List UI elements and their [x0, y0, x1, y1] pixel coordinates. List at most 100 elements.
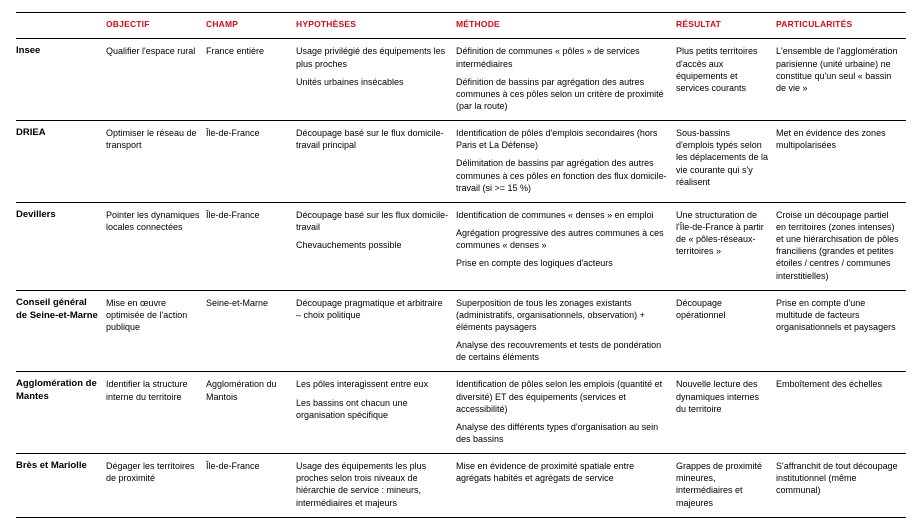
- cell-paragraph: Identification de pôles selon les emploi…: [456, 378, 670, 414]
- cell-paragraph: Dégager les territoires de proximité: [106, 460, 200, 484]
- row-name: Conseil général de Seine-et-Marne: [16, 290, 106, 372]
- cell-paragraph: Mise en évidence de proximité spatiale e…: [456, 460, 670, 484]
- cell-paragraph: Superposition de tous les zonages exista…: [456, 297, 670, 333]
- cell-particularites: Prise en compte d'une multitude de facte…: [776, 290, 906, 372]
- header-row: OBJECTIF CHAMP HYPOTHÈSES MÉTHODE RÉSULT…: [16, 13, 906, 39]
- cell-paragraph: Délimitation de bassins par agrégation d…: [456, 157, 670, 193]
- cell-hypotheses: Usage des équipements les plus proches s…: [296, 454, 456, 518]
- table-row: Agglomération de MantesIdentifier la str…: [16, 372, 906, 454]
- cell-paragraph: Île-de-France: [206, 127, 290, 139]
- cell-paragraph: Agrégation progressive des autres commun…: [456, 227, 670, 251]
- cell-particularites: Emboîtement des échelles: [776, 372, 906, 454]
- cell-methode: Identification de communes « denses » en…: [456, 202, 676, 290]
- cell-paragraph: Qualifier l'espace rural: [106, 45, 200, 57]
- cell-paragraph: Pointer les dynamiques locales connectée…: [106, 209, 200, 233]
- header-particularites: PARTICULARITÉS: [776, 13, 906, 39]
- row-name: Insee: [16, 39, 106, 121]
- cell-hypotheses: Usage privilégié des équipements les plu…: [296, 39, 456, 121]
- cell-champ: Île-de-France: [206, 121, 296, 203]
- cell-methode: Mise en évidence de proximité spatiale e…: [456, 454, 676, 518]
- cell-hypotheses: Découpage basé sur les flux domicile-tra…: [296, 202, 456, 290]
- cell-paragraph: L'ensemble de l'agglomération parisienne…: [776, 45, 900, 94]
- cell-objectif: Identifier la structure interne du terri…: [106, 372, 206, 454]
- row-name: DRIEA: [16, 121, 106, 203]
- cell-paragraph: Les pôles interagissent entre eux: [296, 378, 450, 390]
- cell-paragraph: Emboîtement des échelles: [776, 378, 900, 390]
- table-row: Brès et MariolleDégager les territoires …: [16, 454, 906, 518]
- cell-hypotheses: Les pôles interagissent entre eux Les bas…: [296, 372, 456, 454]
- cell-hypotheses: Découpage pragmatique et arbitraire – ch…: [296, 290, 456, 372]
- cell-paragraph: Croise un découpage partiel en territoir…: [776, 209, 900, 282]
- comparison-table: OBJECTIF CHAMP HYPOTHÈSES MÉTHODE RÉSULT…: [16, 12, 906, 518]
- cell-paragraph: Identification de pôles d'emplois second…: [456, 127, 670, 151]
- cell-methode: Définition de communes « pôles » de serv…: [456, 39, 676, 121]
- cell-paragraph: Une structuration de l'Île-de-France à p…: [676, 209, 770, 258]
- header-champ: CHAMP: [206, 13, 296, 39]
- cell-paragraph: Unités urbaines insécables: [296, 76, 450, 88]
- header-methode: MÉTHODE: [456, 13, 676, 39]
- header-resultat: RÉSULTAT: [676, 13, 776, 39]
- cell-champ: Île-de-France: [206, 454, 296, 518]
- row-name: Brès et Mariolle: [16, 454, 106, 518]
- cell-paragraph: Découpage basé sur le flux domicile-trav…: [296, 127, 450, 151]
- cell-paragraph: Sous-bassins d'emplois typés selon les d…: [676, 127, 770, 188]
- cell-paragraph: Seine-et-Marne: [206, 297, 290, 309]
- table-row: DevillersPointer les dynamiques locales …: [16, 202, 906, 290]
- cell-objectif: Mise en œuvre optimisée de l'action publ…: [106, 290, 206, 372]
- header-hypotheses: HYPOTHÈSES: [296, 13, 456, 39]
- cell-champ: Agglomération du Mantois: [206, 372, 296, 454]
- cell-paragraph: Usage privilégié des équipements les plu…: [296, 45, 450, 69]
- header-blank: [16, 13, 106, 39]
- header-objectif: OBJECTIF: [106, 13, 206, 39]
- cell-paragraph: Met en évidence des zones multipolarisée…: [776, 127, 900, 151]
- table-row: DRIEAOptimiser le réseau de transport Île…: [16, 121, 906, 203]
- cell-paragraph: Prise en compte d'une multitude de facte…: [776, 297, 900, 333]
- cell-paragraph: Optimiser le réseau de transport: [106, 127, 200, 151]
- cell-particularites: Croise un découpage partiel en territoir…: [776, 202, 906, 290]
- cell-paragraph: Île-de-France: [206, 209, 290, 221]
- cell-paragraph: Chevauchements possible: [296, 239, 450, 251]
- cell-paragraph: Mise en œuvre optimisée de l'action publ…: [106, 297, 200, 333]
- cell-hypotheses: Découpage basé sur le flux domicile-trav…: [296, 121, 456, 203]
- cell-objectif: Dégager les territoires de proximité: [106, 454, 206, 518]
- cell-paragraph: Île-de-France: [206, 460, 290, 472]
- cell-champ: Seine-et-Marne: [206, 290, 296, 372]
- cell-resultat: Grappes de proximité mineures, intermédi…: [676, 454, 776, 518]
- cell-paragraph: Découpage pragmatique et arbitraire – ch…: [296, 297, 450, 321]
- table-body: InseeQualifier l'espace rural France enti…: [16, 39, 906, 517]
- row-name: Agglomération de Mantes: [16, 372, 106, 454]
- cell-resultat: Sous-bassins d'emplois typés selon les d…: [676, 121, 776, 203]
- row-name: Devillers: [16, 202, 106, 290]
- cell-resultat: Plus petits territoires d'accès aux équi…: [676, 39, 776, 121]
- cell-methode: Superposition de tous les zonages exista…: [456, 290, 676, 372]
- cell-paragraph: Analyse des différents types d'organisat…: [456, 421, 670, 445]
- cell-champ: France entière: [206, 39, 296, 121]
- cell-paragraph: Prise en compte des logiques d'acteurs: [456, 257, 670, 269]
- cell-methode: Identification de pôles d'emplois second…: [456, 121, 676, 203]
- cell-methode: Identification de pôles selon les emploi…: [456, 372, 676, 454]
- cell-resultat: Nouvelle lecture des dynamiques internes…: [676, 372, 776, 454]
- cell-paragraph: Identifier la structure interne du terri…: [106, 378, 200, 402]
- cell-paragraph: France entière: [206, 45, 290, 57]
- cell-paragraph: Découpage opérationnel: [676, 297, 770, 321]
- cell-paragraph: Définition de bassins par agrégation des…: [456, 76, 670, 112]
- cell-champ: Île-de-France: [206, 202, 296, 290]
- cell-resultat: Une structuration de l'Île-de-France à p…: [676, 202, 776, 290]
- cell-objectif: Pointer les dynamiques locales connectée…: [106, 202, 206, 290]
- cell-particularites: L'ensemble de l'agglomération parisienne…: [776, 39, 906, 121]
- cell-particularites: S'affranchit de tout découpage instituti…: [776, 454, 906, 518]
- cell-paragraph: Analyse des recouvrements et tests de po…: [456, 339, 670, 363]
- cell-resultat: Découpage opérationnel: [676, 290, 776, 372]
- cell-particularites: Met en évidence des zones multipolarisée…: [776, 121, 906, 203]
- cell-objectif: Optimiser le réseau de transport: [106, 121, 206, 203]
- cell-paragraph: Usage des équipements les plus proches s…: [296, 460, 450, 509]
- table-row: Conseil général de Seine-et-MarneMise en…: [16, 290, 906, 372]
- cell-paragraph: Définition de communes « pôles » de serv…: [456, 45, 670, 69]
- cell-paragraph: S'affranchit de tout découpage instituti…: [776, 460, 900, 496]
- cell-paragraph: Agglomération du Mantois: [206, 378, 290, 402]
- cell-paragraph: Plus petits territoires d'accès aux équi…: [676, 45, 770, 94]
- cell-paragraph: Découpage basé sur les flux domicile-tra…: [296, 209, 450, 233]
- cell-paragraph: Les bassins ont chacun une organisation …: [296, 397, 450, 421]
- cell-paragraph: Grappes de proximité mineures, intermédi…: [676, 460, 770, 509]
- table-row: InseeQualifier l'espace rural France enti…: [16, 39, 906, 121]
